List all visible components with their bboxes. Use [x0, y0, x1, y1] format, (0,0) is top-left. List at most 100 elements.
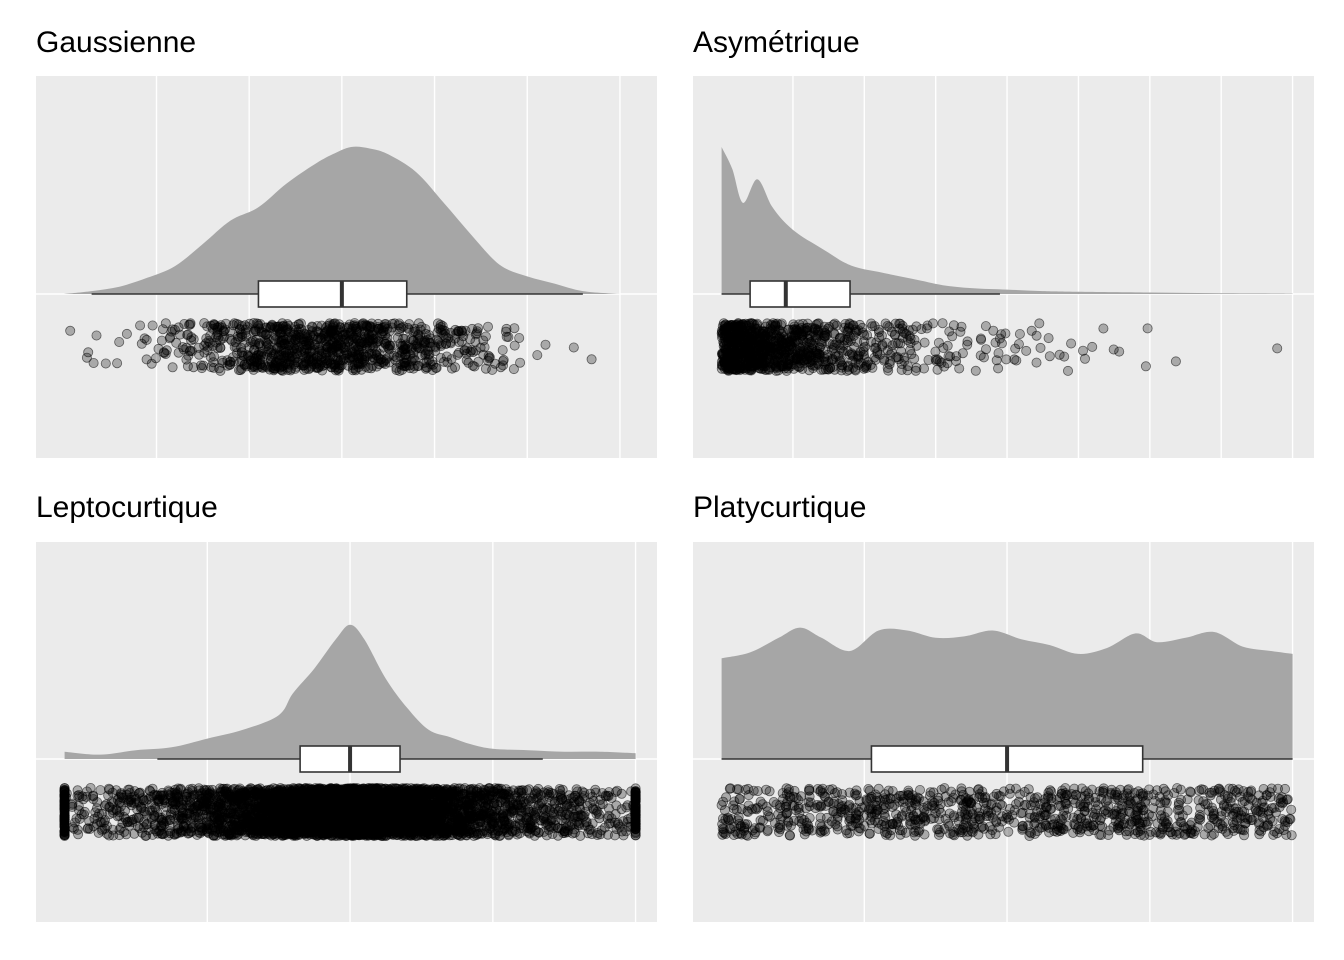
- data-point: [272, 342, 283, 353]
- data-point: [244, 318, 255, 329]
- data-point: [173, 347, 184, 358]
- data-point: [423, 330, 434, 341]
- data-point: [261, 322, 272, 333]
- data-point: [970, 365, 981, 376]
- data-point: [235, 356, 246, 367]
- data-point: [899, 355, 910, 366]
- data-point: [586, 354, 597, 365]
- plot-area-asymetrique: [693, 76, 1314, 458]
- data-point: [1014, 328, 1025, 339]
- data-point: [438, 356, 449, 367]
- data-point: [976, 334, 987, 345]
- data-point: [1044, 351, 1055, 362]
- data-point: [174, 329, 185, 340]
- data-point: [819, 330, 830, 341]
- data-point: [440, 338, 451, 349]
- data-point: [289, 352, 300, 363]
- data-point: [810, 323, 821, 334]
- data-point: [880, 318, 891, 329]
- data-point: [258, 351, 269, 362]
- data-point: [472, 326, 483, 337]
- data-point: [135, 320, 146, 331]
- data-point: [954, 363, 965, 374]
- data-point: [224, 333, 235, 344]
- data-point: [858, 343, 869, 354]
- data-point: [194, 349, 205, 360]
- data-point: [817, 338, 828, 349]
- data-point: [780, 345, 791, 356]
- data-point: [167, 324, 178, 335]
- data-point: [121, 328, 132, 339]
- data-point: [876, 330, 887, 341]
- data-point: [112, 358, 123, 369]
- data-point: [396, 322, 407, 333]
- data-point: [532, 350, 543, 361]
- data-point: [934, 356, 945, 367]
- data-point: [894, 318, 905, 329]
- data-point: [322, 347, 333, 358]
- data-point: [797, 346, 808, 357]
- data-point: [910, 365, 921, 376]
- data-point: [65, 325, 76, 336]
- data-point: [826, 355, 837, 366]
- data-point: [722, 322, 733, 333]
- data-point: [255, 340, 266, 351]
- data-point: [423, 354, 434, 365]
- data-point: [298, 360, 309, 371]
- data-point: [465, 334, 476, 345]
- data-point: [284, 340, 295, 351]
- data-point: [214, 335, 225, 346]
- data-point: [199, 347, 210, 358]
- data-point: [845, 335, 856, 346]
- data-point: [859, 353, 870, 364]
- plot-area-leptocurtique: [36, 542, 657, 922]
- data-point: [893, 338, 904, 349]
- data-point: [807, 342, 818, 353]
- data-point: [436, 340, 447, 351]
- data-point: [265, 355, 276, 366]
- data-point: [733, 359, 744, 370]
- data-point: [392, 332, 403, 343]
- data-point: [1087, 341, 1098, 352]
- data-point: [844, 349, 855, 360]
- data-point: [724, 363, 735, 374]
- data-point: [450, 362, 461, 373]
- data-point: [897, 323, 908, 334]
- data-point: [387, 318, 398, 329]
- data-point: [991, 355, 1002, 366]
- data-point: [225, 359, 236, 370]
- data-point: [146, 358, 157, 369]
- data-point: [842, 361, 853, 372]
- data-point: [373, 353, 384, 364]
- data-point: [409, 323, 420, 334]
- data-point: [1142, 323, 1153, 334]
- data-point: [938, 342, 949, 353]
- data-point: [844, 318, 855, 329]
- data-point: [207, 340, 218, 351]
- data-point: [342, 348, 353, 359]
- data-point: [248, 318, 259, 329]
- data-point: [859, 362, 870, 373]
- data-point: [263, 334, 274, 345]
- data-point: [955, 326, 966, 337]
- density-area: [63, 146, 620, 294]
- data-point: [1098, 323, 1109, 334]
- data-point: [800, 327, 811, 338]
- data-point: [826, 344, 837, 355]
- data-point: [760, 344, 771, 355]
- data-point: [186, 335, 197, 346]
- data-point: [788, 363, 799, 374]
- data-point: [308, 359, 319, 370]
- data-point: [884, 322, 895, 333]
- density-area: [721, 147, 1293, 294]
- data-point: [1062, 365, 1073, 376]
- data-point: [996, 338, 1007, 349]
- data-point: [420, 362, 431, 373]
- data-point: [735, 342, 746, 353]
- data-point: [404, 363, 415, 374]
- data-point: [988, 325, 999, 336]
- data-point: [743, 340, 754, 351]
- data-point: [764, 326, 775, 337]
- data-point: [1031, 357, 1042, 368]
- data-point: [874, 332, 885, 343]
